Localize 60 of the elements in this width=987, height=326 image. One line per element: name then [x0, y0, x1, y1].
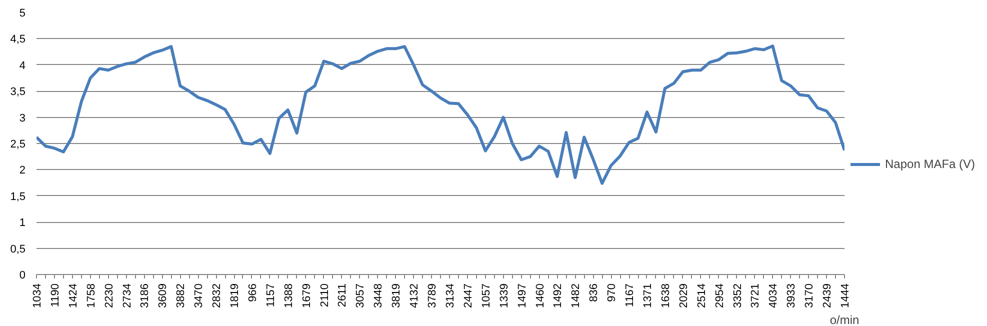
x-tick-label: 1190 — [49, 284, 62, 308]
x-tick-label: 1388 — [282, 283, 295, 308]
x-tick-label: 1819 — [229, 283, 242, 308]
x-tick-label: 1034 — [32, 283, 44, 308]
line-series — [36, 44, 844, 185]
x-tick-label: 1460 — [534, 283, 546, 308]
x-tick-label: 3721 — [750, 283, 762, 308]
y-tick-label: 4 — [19, 60, 26, 72]
y-tick-label: 2 — [19, 164, 26, 177]
x-tick-label: 3470 — [193, 283, 206, 308]
x-tick-label: 2832 — [211, 283, 224, 308]
x-tick-label: 2110 — [318, 284, 331, 308]
x-tick-label: 2734 — [121, 283, 134, 308]
x-tick-label: 3933 — [786, 283, 798, 308]
y-tick-label: 3 — [19, 112, 26, 124]
x-tick-label: 1758 — [85, 283, 98, 308]
x-tick-label: 1167 — [624, 284, 636, 308]
x-tick-label: 2439 — [822, 283, 834, 308]
x-tick-label: 3186 — [139, 283, 152, 308]
y-tick-label: 3,5 — [10, 86, 26, 98]
x-tick-label: 970 — [606, 283, 618, 302]
x-tick-label: 1371 — [642, 283, 654, 308]
y-tick-label: 0,5 — [10, 243, 26, 256]
x-tick-label: 3057 — [354, 283, 367, 308]
x-tick-label: 1424 — [67, 283, 80, 308]
x-tick-label: 1444 — [840, 283, 852, 308]
x-tick-label: 3448 — [372, 283, 385, 308]
y-tick-label: 4,5 — [10, 34, 26, 46]
y-tick-label: 0 — [19, 270, 26, 282]
x-tick-label: 1157 — [264, 284, 277, 308]
x-tick-label: 4034 — [768, 283, 780, 308]
x-tick-label: 2611 — [336, 284, 349, 308]
x-tick-label: 4132 — [408, 283, 421, 308]
x-tick-label: 3882 — [175, 283, 188, 308]
x-tick-label: 2954 — [714, 283, 726, 308]
y-tick-label: 5 — [19, 8, 26, 20]
x-tick-label: 1482 — [570, 283, 582, 308]
x-tick-label: 3789 — [426, 283, 439, 308]
x-tick-label: 1492 — [552, 283, 564, 308]
legend-label: Napon MAFa (V) — [885, 157, 976, 171]
x-tick-label: 3170 — [804, 283, 816, 308]
x-tick-label: 1339 — [498, 283, 510, 308]
y-tick-label: 2,5 — [10, 138, 26, 150]
x-tick-label: 1497 — [516, 283, 528, 308]
x-tick-label: 2029 — [678, 283, 690, 308]
x-axis-title: o/min — [830, 312, 860, 326]
y-tick-label: 1,5 — [10, 190, 26, 203]
x-tick-label: 836 — [588, 283, 600, 302]
x-tick-label: 2230 — [103, 283, 116, 308]
x-tick-label: 1638 — [660, 283, 672, 308]
x-tick-label: 2447 — [462, 283, 474, 308]
x-tick-label: 966 — [246, 283, 259, 302]
x-tick-label: 3819 — [390, 283, 403, 308]
x-tick-label: 3134 — [444, 283, 456, 308]
x-tick-label: 2514 — [696, 283, 708, 308]
x-tick-label: 3352 — [732, 283, 744, 308]
x-tick-label: 3609 — [157, 283, 170, 308]
x-tick-label: 1679 — [300, 283, 313, 308]
y-tick-label: 1 — [19, 217, 26, 230]
x-tick-label: 1057 — [480, 283, 492, 308]
